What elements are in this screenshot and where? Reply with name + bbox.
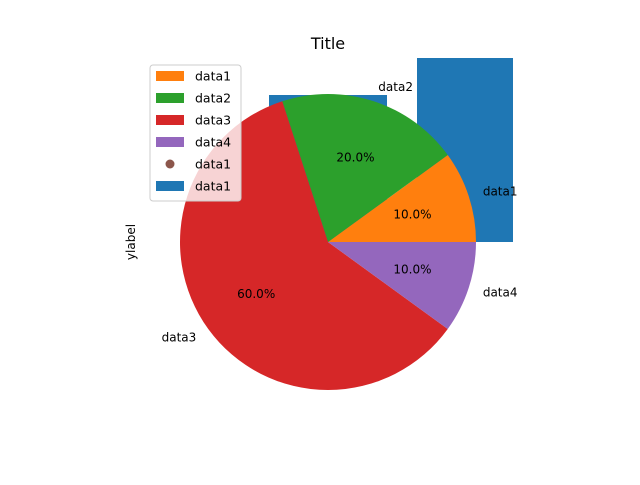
pie-pct-label: 10.0% bbox=[393, 208, 431, 222]
chart-title: Title bbox=[310, 34, 345, 53]
legend-label: data3 bbox=[195, 113, 231, 128]
legend-swatch bbox=[156, 93, 184, 103]
legend-swatch bbox=[156, 71, 184, 81]
legend: data1 data2 data3 data4 data1 data1 bbox=[149, 64, 242, 202]
pie-slice-data2 bbox=[282, 94, 448, 242]
pie-slice-data3 bbox=[180, 101, 448, 390]
pie-slice-data4 bbox=[328, 242, 476, 329]
legend-label: data1 bbox=[195, 69, 231, 84]
pie-slice-data1 bbox=[328, 155, 476, 242]
pie-pct-label: 60.0% bbox=[237, 287, 275, 301]
legend-marker bbox=[165, 159, 175, 169]
pie-slice-label: data4 bbox=[483, 285, 518, 299]
legend-swatch bbox=[156, 137, 184, 147]
pie-pct-label: 20.0% bbox=[336, 151, 374, 165]
y-axis-label: ylabel bbox=[124, 224, 138, 260]
legend-label: data1 bbox=[195, 157, 231, 172]
legend-swatch bbox=[156, 181, 184, 191]
legend-label: data4 bbox=[195, 135, 231, 150]
pie: 10.0% data1 20.0% data2 60.0% data3 10.0% data4 bbox=[162, 80, 518, 390]
legend-label: data1 bbox=[195, 179, 231, 194]
pie-slice-label: data2 bbox=[378, 80, 413, 94]
pie-slice-label: data3 bbox=[162, 331, 197, 345]
legend-label: data2 bbox=[195, 91, 231, 106]
legend-swatch bbox=[156, 115, 184, 125]
pie-pct-label: 10.0% bbox=[393, 262, 431, 276]
pie-slice-label: data1 bbox=[483, 185, 518, 199]
